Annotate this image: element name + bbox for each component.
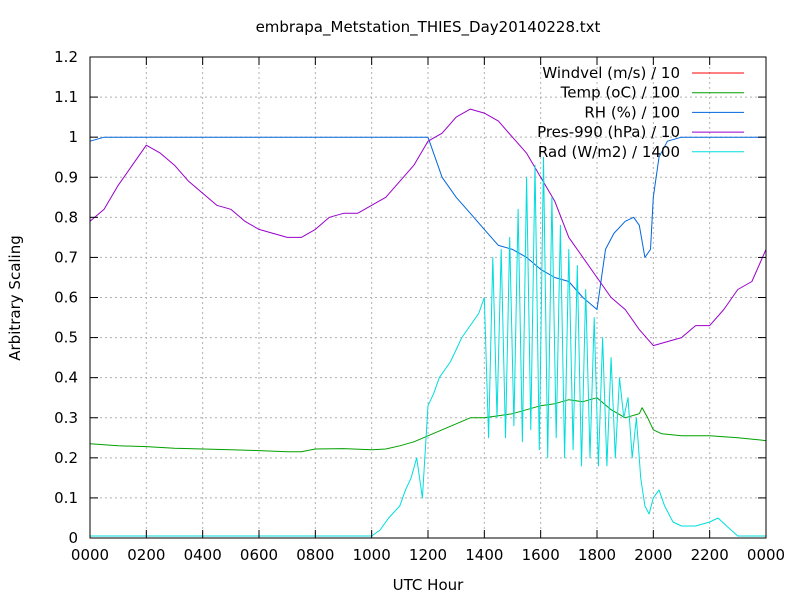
y-tick-label: 0.2 xyxy=(54,449,78,467)
x-tick-label: 1200 xyxy=(409,546,447,564)
y-tick-label: 0.9 xyxy=(54,168,78,186)
y-tick-label: 0.5 xyxy=(54,329,78,347)
series-line-rad-w-m2-1400 xyxy=(90,156,766,537)
x-tick-label: 1400 xyxy=(465,546,503,564)
x-tick-label: 0000 xyxy=(747,546,785,564)
x-tick-label: 0600 xyxy=(240,546,278,564)
y-tick-label: 0.6 xyxy=(54,289,78,307)
legend-label: Rad (W/m2) / 1400 xyxy=(538,143,680,161)
legend-label: Windvel (m/s) / 10 xyxy=(542,64,680,82)
x-tick-label: 0800 xyxy=(296,546,334,564)
x-tick-label: 1800 xyxy=(578,546,616,564)
y-tick-label: 0.8 xyxy=(54,208,78,226)
x-tick-label: 1600 xyxy=(522,546,560,564)
series-line-temp-oc-100 xyxy=(89,397,767,453)
y-tick-label: 0.4 xyxy=(54,369,78,387)
y-tick-label: 0 xyxy=(68,529,78,547)
chart-title: embrapa_Metstation_THIES_Day20140228.txt xyxy=(256,18,601,37)
legend-label: RH (%) / 100 xyxy=(584,103,680,121)
legend-label: Pres-990 (hPa) / 10 xyxy=(537,123,680,141)
x-axis-label: UTC Hour xyxy=(393,576,464,594)
y-axis-label: Arbitrary Scaling xyxy=(6,235,24,361)
y-tick-label: 0.3 xyxy=(54,409,78,427)
x-tick-label: 0200 xyxy=(127,546,165,564)
series-line-pres-990-hpa-10 xyxy=(89,108,767,347)
x-tick-label: 2000 xyxy=(634,546,672,564)
legend-label: Temp (oC) / 100 xyxy=(560,84,680,102)
x-tick-label: 2200 xyxy=(691,546,729,564)
x-tick-label: 0400 xyxy=(184,546,222,564)
ticks: 0 0.1 0.2 0.3 0.4 0.5 0.6 0.7 0.8 0.9 1 1.1 1.2 0000 0… xyxy=(54,48,785,564)
y-tick-label: 1 xyxy=(68,128,78,146)
y-tick-label: 0.1 xyxy=(54,489,78,507)
series-line-rh-100 xyxy=(89,136,766,310)
y-tick-label: 1.1 xyxy=(54,88,78,106)
x-tick-label: 1000 xyxy=(353,546,391,564)
x-tick-label: 0000 xyxy=(71,546,109,564)
y-tick-label: 0.7 xyxy=(54,248,78,266)
series-group xyxy=(89,108,767,537)
y-tick-label: 1.2 xyxy=(54,48,78,66)
